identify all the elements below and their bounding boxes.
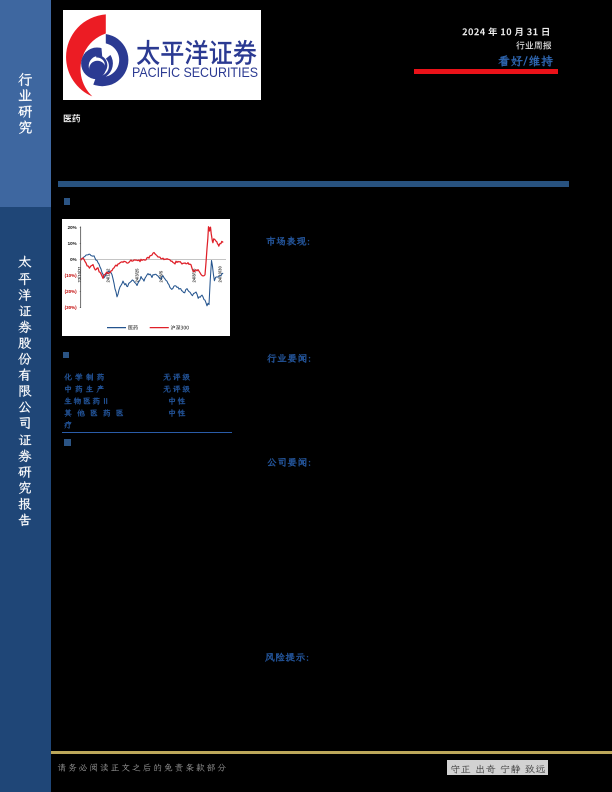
svg-text:24/6/5: 24/6/5: [159, 270, 164, 282]
svg-text:PACIFIC SECURITIES: PACIFIC SECURITIES: [132, 65, 258, 80]
svg-text:23/10/31: 23/10/31: [77, 266, 82, 283]
svg-text:0%: 0%: [70, 257, 77, 262]
svg-text:24/3/25: 24/3/25: [135, 268, 140, 283]
svg-text:10%: 10%: [68, 241, 77, 246]
svg-text:24/8/16: 24/8/16: [192, 268, 197, 283]
svg-text:(30%): (30%): [65, 305, 78, 310]
svg-text:(10%): (10%): [65, 273, 78, 278]
svg-text:24/10/30: 24/10/30: [218, 266, 223, 283]
svg-text:20%: 20%: [68, 225, 77, 230]
svg-text:(20%): (20%): [65, 289, 78, 294]
svg-text:24/1/12: 24/1/12: [106, 268, 111, 283]
